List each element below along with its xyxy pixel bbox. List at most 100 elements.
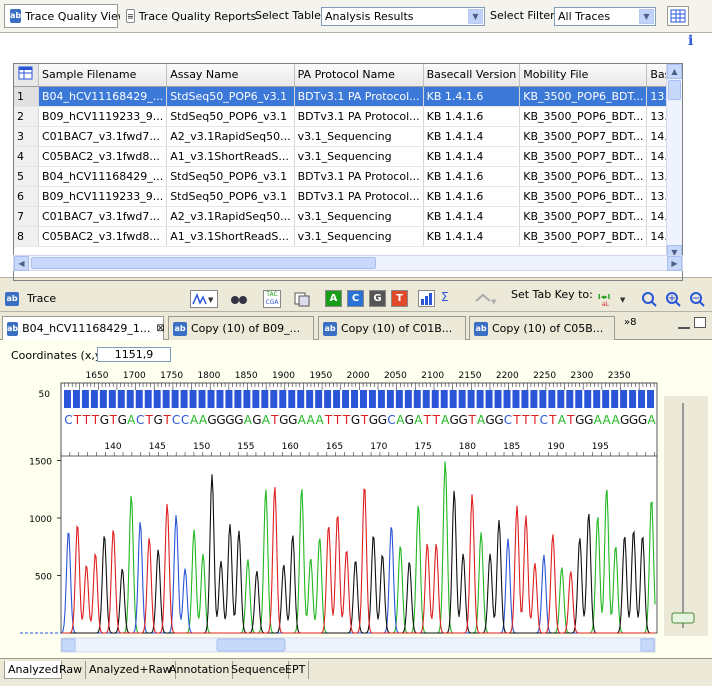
qv-bar	[64, 390, 71, 408]
table-row[interactable]: 5 B04_hCV11168429_... StdSeq50_POP6_v3.1 BD…	[14, 166, 682, 187]
scroll-right-icon[interactable]	[640, 638, 655, 652]
trace-plot[interactable]: 1650 1700 1750 1800 1850 1900 1950 2000 2050 2100…	[0, 368, 712, 658]
table-row[interactable]: 8 C05BAC2_v3.1fwd8... A1_v3.1ShortReadS...…	[14, 226, 682, 247]
tab-annotation[interactable]: Annotation	[166, 661, 234, 679]
show-base-c-button[interactable]: C	[347, 290, 364, 307]
table-row[interactable]: 7 C01BAC7_v3.1fwd7... A2_v3.1RapidSeq50...…	[14, 206, 682, 227]
show-base-t-button[interactable]: T	[391, 290, 408, 307]
table-row[interactable]: 6 B09_hCV1119233_9... StdSeq50_POP6_v3.1 BD…	[14, 186, 682, 207]
select-filter-dropdown[interactable]: All Traces ▼	[554, 7, 656, 26]
ab-icon: ab	[323, 321, 337, 336]
table-cell: B09_hCV1119233_9...	[38, 106, 168, 127]
qv-bar	[234, 390, 242, 408]
scroll-thumb[interactable]	[668, 80, 681, 100]
base-call-letter: A	[307, 413, 316, 427]
scroll-up-icon[interactable]: ▲	[667, 64, 682, 79]
close-icon[interactable]: ⊠	[156, 323, 165, 334]
base-call-letter: A	[190, 413, 199, 427]
table-cell: KB_3500_POP6_BDT...	[519, 86, 648, 107]
tab-trace-quality-view[interactable]: ab Trace Quality View	[4, 4, 127, 28]
row-number: 8	[14, 226, 39, 247]
base-call-letter: G	[234, 413, 243, 427]
table-cell: C01BAC7_v3.1fwd7...	[38, 206, 168, 227]
table-cell: B04_hCV11168429_...	[38, 86, 168, 107]
doc-tab[interactable]: ab Copy (10) of C01B...	[318, 316, 466, 340]
column-header[interactable]: Basecall Version	[423, 64, 521, 87]
doc-tab-active[interactable]: ab B04_hCV11168429_1... ⊠	[2, 316, 165, 340]
column-header[interactable]: Mobility File	[519, 64, 648, 87]
sequence-view-icon[interactable]: TAC CGA	[263, 290, 281, 308]
tab-ept[interactable]: EPT	[282, 661, 310, 679]
vertical-zoom-slider[interactable]	[671, 612, 695, 624]
qv-bar	[288, 390, 296, 408]
scroll-thumb[interactable]	[31, 257, 376, 269]
qv-bar	[494, 390, 502, 408]
bar-chart-icon[interactable]	[418, 290, 435, 307]
tab-sequence[interactable]: Sequence	[228, 661, 290, 679]
svg-text:aL: aL	[602, 301, 610, 308]
scroll-left-icon[interactable]	[61, 638, 76, 652]
stats-icon[interactable]: Σ	[441, 290, 449, 304]
table-vertical-scrollbar[interactable]: ▲ ▼	[666, 64, 682, 260]
tab-analyzed[interactable]: Analyzed	[4, 661, 63, 679]
doc-tab[interactable]: ab Copy (10) of B09_...	[168, 316, 314, 340]
scan-tick-label: 1800	[197, 371, 220, 381]
base-call-letter: T	[333, 413, 342, 427]
maximize-icon[interactable]	[694, 317, 706, 328]
column-header[interactable]: PA Protocol Name	[294, 64, 424, 87]
table-cell: BDTv3.1 PA Protocol...	[294, 166, 424, 187]
tab-raw[interactable]: Raw	[56, 661, 87, 679]
svg-text:▼: ▼	[620, 296, 626, 304]
binoculars-icon[interactable]	[230, 292, 248, 306]
base-call-letter: A	[199, 413, 208, 427]
trace-horizontal-scrollbar[interactable]	[60, 637, 656, 653]
table-cell: KB_3500_POP6_BDT...	[519, 186, 648, 207]
qv-bar	[566, 390, 574, 408]
doc-tab-label: Copy (10) of B09_...	[191, 322, 301, 335]
table-cell: BDTv3.1 PA Protocol...	[294, 86, 424, 107]
table-row[interactable]: 2 B09_hCV1119233_9... StdSeq50_POP6_v3.1 BD…	[14, 106, 682, 127]
show-base-g-button[interactable]: G	[369, 290, 386, 307]
zoom-out-icon[interactable]	[688, 290, 706, 308]
base-position-label: 170	[370, 442, 387, 452]
doc-tab[interactable]: ab Copy (10) of C05B...	[469, 316, 615, 340]
base-call-letter: T	[566, 413, 575, 427]
trace-view-button[interactable]: ▼	[190, 290, 218, 308]
zoom-fit-icon[interactable]	[640, 290, 658, 308]
table-horizontal-scrollbar[interactable]: ◀ ▶	[13, 255, 683, 271]
qv-bar	[413, 390, 421, 408]
show-base-a-button[interactable]: A	[325, 290, 342, 307]
select-table-dropdown[interactable]: Analysis Results ▼	[321, 7, 485, 26]
base-call-letter: A	[316, 413, 325, 427]
copy-icon[interactable]	[293, 291, 311, 307]
column-chooser-icon[interactable]	[14, 64, 39, 87]
base-call-letter: G	[629, 413, 638, 427]
column-header[interactable]: Assay Name	[166, 64, 295, 87]
table-row[interactable]: 4 C05BAC2_v3.1fwd8... A1_v3.1ShortReadS...…	[14, 146, 682, 167]
tab-overflow-indicator[interactable]: »8	[624, 317, 637, 328]
scroll-thumb[interactable]	[216, 638, 286, 652]
tab-trace-quality-reports[interactable]: ≡ Trace Quality Reports	[120, 4, 256, 28]
info-icon[interactable]: i	[688, 33, 694, 49]
y-tick-label: 1500	[29, 458, 52, 468]
zoom-in-icon[interactable]	[664, 290, 682, 308]
base-call-letter: A	[298, 413, 307, 427]
scroll-left-icon[interactable]: ◀	[14, 256, 29, 271]
minimize-icon[interactable]	[678, 317, 690, 329]
arrow-up-icon[interactable]: ▼	[472, 291, 498, 307]
base-call-letter: G	[378, 413, 387, 427]
row-number: 2	[14, 106, 39, 127]
scroll-right-icon[interactable]: ▶	[667, 256, 682, 271]
table-cell: B04_hCV11168429_...	[38, 166, 168, 187]
qv-bar	[297, 390, 305, 408]
table-cell: BDTv3.1 PA Protocol...	[294, 106, 424, 127]
base-call-letter: G	[638, 413, 647, 427]
tab-analyzed-raw[interactable]: Analyzed+Raw	[86, 661, 176, 679]
trace-signal-g	[62, 474, 655, 634]
grid-view-button[interactable]	[667, 6, 689, 26]
tab-key-selector[interactable]: I◂▸I aL ▼	[596, 290, 630, 308]
column-header[interactable]: Sample Filename	[38, 64, 168, 87]
base-call-letter: G	[620, 413, 629, 427]
table-row[interactable]: 3 C01BAC7_v3.1fwd7... A2_v3.1RapidSeq50...…	[14, 126, 682, 147]
table-row[interactable]: 1 B04_hCV11168429_... StdSeq50_POP6_v3.1 BD…	[14, 86, 682, 107]
